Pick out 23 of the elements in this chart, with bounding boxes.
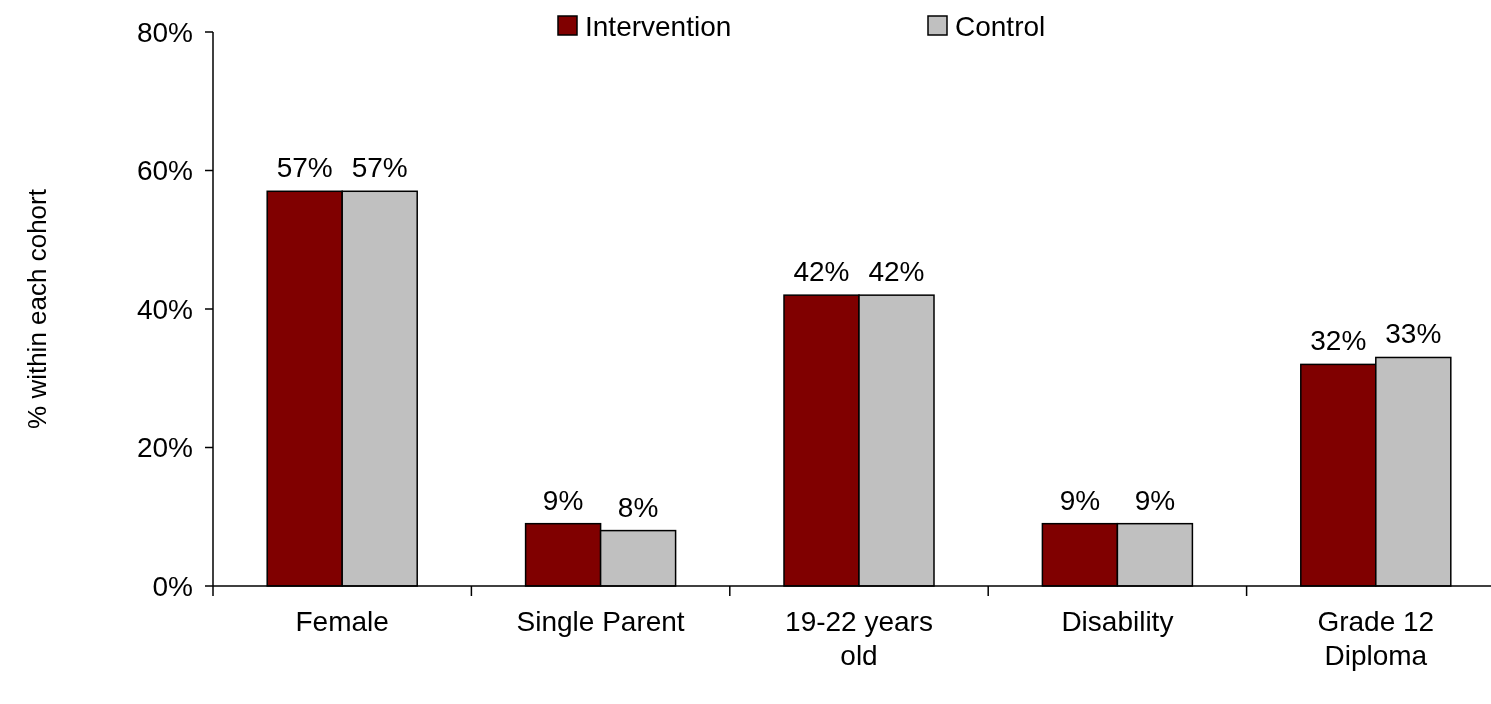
data-label: 9% (1059, 484, 1101, 516)
y-tick-label: 40% (136, 293, 193, 325)
legend-label: Control (955, 10, 1046, 42)
y-tick-label: 20% (136, 432, 193, 464)
data-label: 9% (1134, 484, 1176, 516)
y-tick-label: 80% (136, 16, 193, 48)
data-label: 32% (1310, 325, 1367, 357)
x-tick-label: 19-22 years old (785, 606, 933, 671)
data-label: 42% (868, 256, 925, 288)
data-label: 9% (542, 484, 584, 516)
x-tick-label: Single Parent (516, 606, 685, 637)
data-label: 42% (793, 256, 850, 288)
y-tick-label: 60% (136, 155, 193, 187)
y-tick-label: 0% (152, 570, 193, 602)
legend-label: Intervention (585, 10, 732, 42)
data-label: 57% (351, 152, 408, 184)
data-label: 8% (617, 491, 659, 523)
x-tick-label: Disability (1061, 606, 1174, 637)
x-tick-label: Female (295, 606, 389, 637)
x-tick-label: Grade 12 Diploma (1317, 606, 1435, 671)
data-label: 57% (276, 152, 333, 184)
y-axis-title: % within each cohort (22, 188, 52, 429)
data-label: 33% (1385, 318, 1442, 350)
